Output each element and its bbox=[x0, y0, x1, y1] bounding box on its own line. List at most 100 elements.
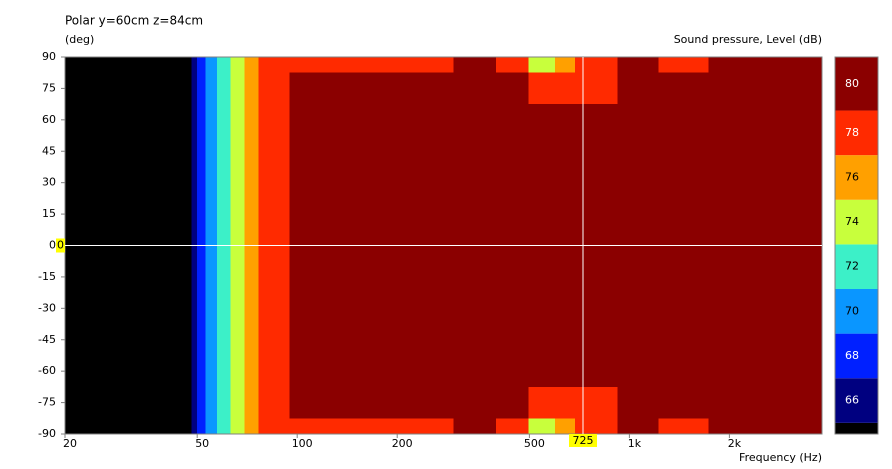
contour-cell bbox=[816, 57, 823, 74]
contour-cell bbox=[217, 57, 231, 74]
contour-cell bbox=[555, 418, 576, 435]
contour-cell bbox=[816, 104, 823, 137]
contour-cell bbox=[594, 418, 619, 435]
contour-cell bbox=[230, 104, 246, 137]
x-tick-label: 50 bbox=[195, 437, 209, 450]
contour-cell bbox=[197, 57, 207, 74]
contour-cell bbox=[273, 261, 291, 294]
contour-cell bbox=[453, 57, 497, 74]
contour-cell bbox=[326, 355, 394, 388]
contour-cell bbox=[816, 355, 823, 388]
contour-cell bbox=[496, 135, 530, 168]
contour-cell bbox=[326, 57, 394, 74]
contour-cell bbox=[392, 355, 455, 388]
contour-cell bbox=[453, 72, 497, 105]
contour-cell bbox=[774, 386, 800, 419]
colorbar-frame bbox=[834, 56, 879, 435]
contour-cell bbox=[528, 135, 556, 168]
contour-cell bbox=[392, 261, 455, 294]
contour-cell bbox=[273, 292, 291, 325]
contour-cell bbox=[528, 355, 556, 388]
contour-cell bbox=[617, 198, 660, 231]
contour-cell bbox=[244, 324, 259, 357]
contour-cell bbox=[617, 135, 660, 168]
colorbar-label: 68 bbox=[845, 349, 859, 362]
contour-cell bbox=[289, 418, 328, 435]
contour-cell bbox=[217, 198, 231, 231]
colorbar-label: 78 bbox=[845, 126, 859, 139]
contour-cell bbox=[555, 261, 576, 294]
contour-cell bbox=[528, 261, 556, 294]
contour-cell bbox=[594, 355, 619, 388]
cursor-y-label-bg bbox=[56, 238, 65, 253]
contour-cell bbox=[183, 57, 192, 74]
contour-cell bbox=[217, 355, 231, 388]
contour-cell bbox=[230, 135, 246, 168]
colorbar-label: 70 bbox=[845, 304, 859, 317]
contour-cell bbox=[217, 72, 231, 105]
contour-cell bbox=[258, 57, 275, 74]
contour-cell bbox=[496, 418, 530, 435]
contour-cell bbox=[217, 166, 231, 199]
contour-cell bbox=[258, 261, 275, 294]
contour-cell bbox=[289, 72, 328, 105]
contour-cell bbox=[65, 355, 123, 388]
contour-cell bbox=[617, 355, 660, 388]
contour-cell bbox=[273, 72, 291, 105]
contour-cell bbox=[197, 72, 207, 105]
contour-cell bbox=[326, 418, 394, 435]
contour-cell bbox=[528, 57, 556, 74]
contour-cell bbox=[121, 57, 185, 74]
contour-cell bbox=[289, 324, 328, 357]
contour-cell bbox=[708, 324, 747, 357]
contour-cell bbox=[658, 166, 710, 199]
contour-cell bbox=[289, 292, 328, 325]
contour-cell bbox=[528, 418, 556, 435]
contour-cell bbox=[121, 324, 185, 357]
contour-cell bbox=[258, 386, 275, 419]
contour-cell bbox=[745, 386, 776, 419]
contour-cell bbox=[594, 135, 619, 168]
contour-cell bbox=[197, 386, 207, 419]
contour-cell bbox=[496, 166, 530, 199]
contour-cell bbox=[183, 261, 192, 294]
contour-cell bbox=[65, 292, 123, 325]
contour-cell bbox=[774, 104, 800, 137]
contour-cell bbox=[230, 386, 246, 419]
contour-cell bbox=[555, 292, 576, 325]
contour-cell bbox=[205, 198, 218, 231]
contour-cell bbox=[575, 57, 596, 74]
contour-cell bbox=[617, 261, 660, 294]
contour-cell bbox=[65, 57, 123, 74]
contour-cell bbox=[745, 166, 776, 199]
contour-cell bbox=[745, 104, 776, 137]
contour-cell bbox=[65, 324, 123, 357]
contour-cell bbox=[258, 418, 275, 435]
contour-cell bbox=[496, 104, 530, 137]
contour-cell bbox=[745, 198, 776, 231]
contour-cell bbox=[799, 57, 817, 74]
contour-cell bbox=[197, 355, 207, 388]
contour-cell bbox=[658, 386, 710, 419]
contour-cell bbox=[555, 198, 576, 231]
contour-cell bbox=[708, 104, 747, 137]
contour-cell bbox=[121, 386, 185, 419]
cursor-x-label: 725 bbox=[573, 434, 594, 447]
contour-cell bbox=[273, 355, 291, 388]
contour-cell bbox=[230, 355, 246, 388]
contour-cell bbox=[205, 72, 218, 105]
contour-cell bbox=[121, 166, 185, 199]
contour-cell bbox=[289, 135, 328, 168]
contour-cell bbox=[244, 135, 259, 168]
y-tick-label: -60 bbox=[38, 364, 56, 377]
colorbar-segment bbox=[835, 199, 878, 245]
contour-cell bbox=[121, 135, 185, 168]
colorbar-segment bbox=[835, 57, 878, 111]
y-tick-label: -90 bbox=[38, 427, 56, 440]
contour-cell bbox=[594, 57, 619, 74]
contour-cell bbox=[273, 57, 291, 74]
contour-cell bbox=[575, 386, 596, 419]
contour-cell bbox=[121, 292, 185, 325]
contour-cell bbox=[745, 418, 776, 435]
